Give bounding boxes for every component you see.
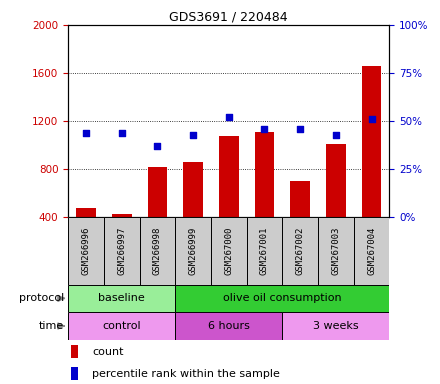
- Point: [118, 130, 125, 136]
- Text: GSM266996: GSM266996: [81, 227, 91, 275]
- Text: count: count: [92, 347, 124, 357]
- Text: GSM266999: GSM266999: [189, 227, 198, 275]
- Bar: [318, 217, 354, 285]
- Text: 6 hours: 6 hours: [208, 321, 250, 331]
- Point: [225, 114, 232, 120]
- Text: GSM266997: GSM266997: [117, 227, 126, 275]
- Bar: [71, 367, 78, 381]
- Bar: [255, 132, 274, 265]
- Bar: [175, 217, 211, 285]
- Point: [83, 130, 90, 136]
- Bar: [219, 136, 238, 265]
- Bar: [175, 312, 282, 340]
- Point: [261, 126, 268, 132]
- Title: GDS3691 / 220484: GDS3691 / 220484: [169, 11, 288, 24]
- Bar: [147, 167, 167, 265]
- Bar: [183, 162, 203, 265]
- Point: [368, 116, 375, 122]
- Text: GSM267003: GSM267003: [331, 227, 341, 275]
- Text: control: control: [103, 321, 141, 331]
- Bar: [71, 345, 78, 358]
- Text: GSM266998: GSM266998: [153, 227, 162, 275]
- Bar: [104, 217, 139, 285]
- Text: GSM267004: GSM267004: [367, 227, 376, 275]
- Bar: [68, 312, 175, 340]
- Text: GSM267000: GSM267000: [224, 227, 233, 275]
- Text: percentile rank within the sample: percentile rank within the sample: [92, 369, 280, 379]
- Text: olive oil consumption: olive oil consumption: [223, 293, 341, 303]
- Point: [332, 132, 339, 138]
- Bar: [282, 312, 389, 340]
- Bar: [354, 217, 389, 285]
- Bar: [290, 181, 310, 265]
- Point: [190, 132, 197, 138]
- Bar: [68, 217, 104, 285]
- Text: time: time: [39, 321, 64, 331]
- Bar: [112, 214, 132, 265]
- Bar: [139, 217, 175, 285]
- Point: [297, 126, 304, 132]
- Bar: [76, 208, 96, 265]
- Bar: [326, 144, 346, 265]
- Point: [154, 143, 161, 149]
- Bar: [211, 217, 247, 285]
- Text: baseline: baseline: [99, 293, 145, 303]
- Text: protocol: protocol: [18, 293, 64, 303]
- Bar: [282, 217, 318, 285]
- Bar: [362, 66, 381, 265]
- Bar: [68, 285, 175, 312]
- Text: GSM267002: GSM267002: [296, 227, 304, 275]
- Bar: [247, 217, 282, 285]
- Text: GSM267001: GSM267001: [260, 227, 269, 275]
- Bar: [175, 285, 389, 312]
- Text: 3 weeks: 3 weeks: [313, 321, 359, 331]
